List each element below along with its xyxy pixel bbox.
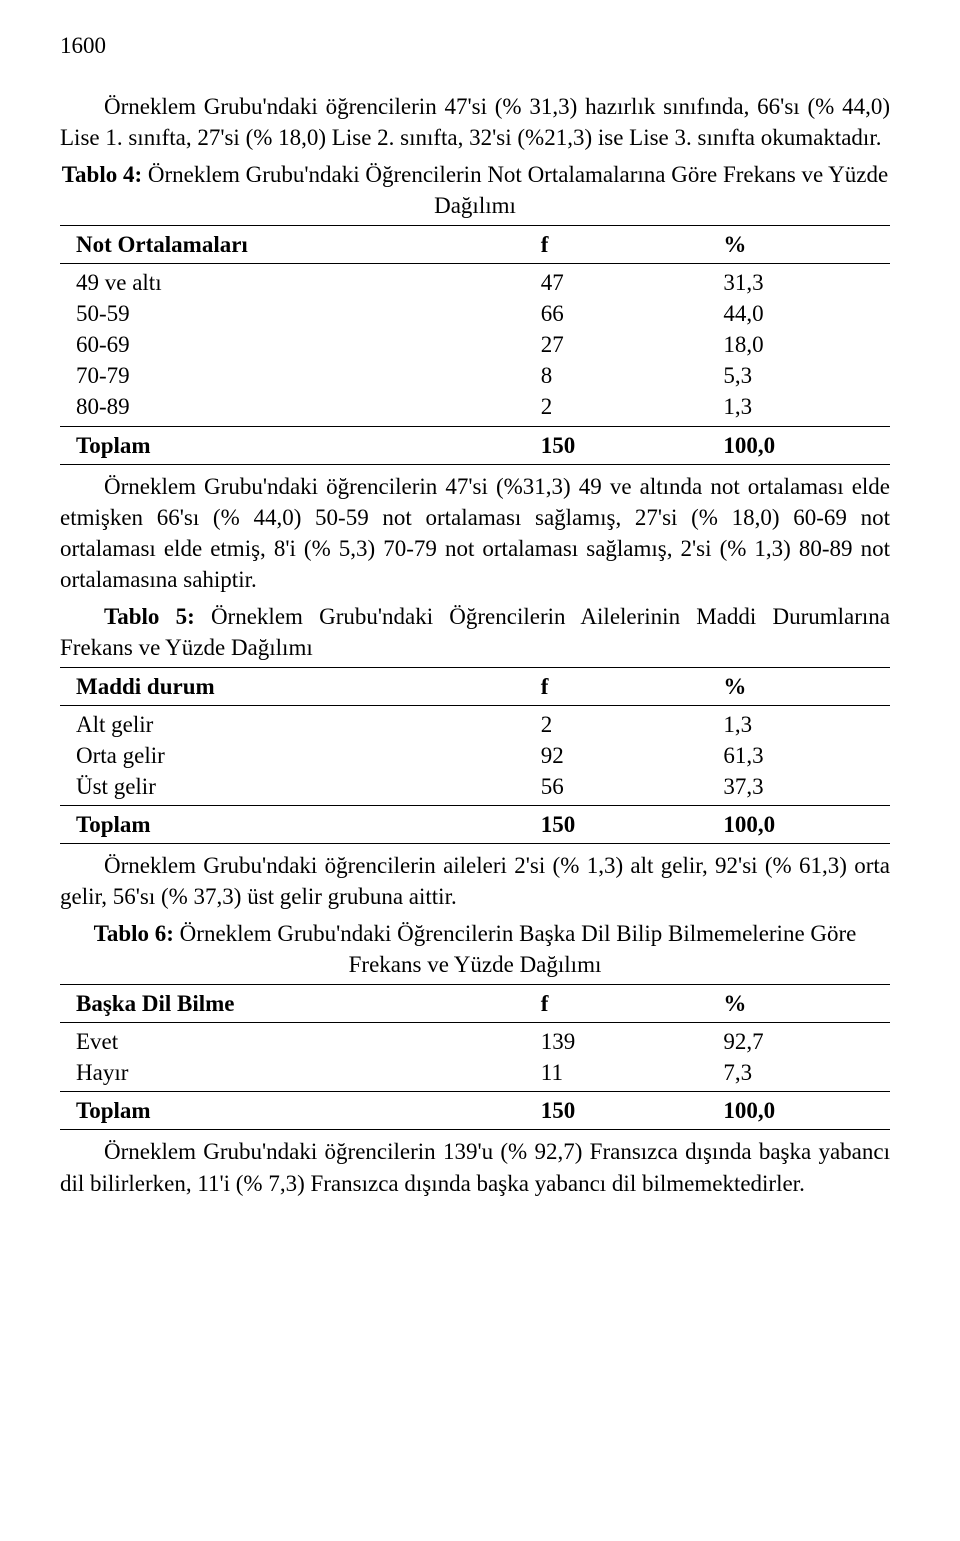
table5-total-pct: 100,0 xyxy=(707,806,890,844)
page-number: 1600 xyxy=(60,30,890,61)
table6-header-pct: % xyxy=(707,985,890,1023)
table6-total-f: 150 xyxy=(525,1092,708,1130)
paragraph-3: Örneklem Grubu'ndaki öğrencilerin ailele… xyxy=(60,850,890,912)
paragraph-1: Örneklem Grubu'ndaki öğrencilerin 47'si … xyxy=(60,91,890,153)
table6-header-f: f xyxy=(525,985,708,1023)
table5-total-f: 150 xyxy=(525,806,708,844)
table-row-f: 8 xyxy=(541,360,708,391)
table-row-pct: 31,3 xyxy=(723,267,890,298)
table6-total-pct: 100,0 xyxy=(707,1092,890,1130)
table4: Not Ortalamaları f % 49 ve altı 50-59 60… xyxy=(60,225,890,464)
table5-header-f: f xyxy=(525,667,708,705)
table4-header-pct: % xyxy=(707,226,890,264)
table5-labels: Alt gelir Orta gelir Üst gelir xyxy=(60,705,525,805)
table-row-f: 47 xyxy=(541,267,708,298)
table-row-f: 56 xyxy=(541,771,708,802)
table5-pct-values: 1,3 61,3 37,3 xyxy=(707,705,890,805)
document-page: 1600 Örneklem Grubu'ndaki öğrencilerin 4… xyxy=(0,0,960,1541)
table-row-f: 2 xyxy=(541,709,708,740)
table-row-f: 139 xyxy=(541,1026,708,1057)
table4-caption-bold: Tablo 4: xyxy=(62,162,142,187)
table-row-label: Evet xyxy=(76,1026,525,1057)
paragraph-4: Örneklem Grubu'ndaki öğrencilerin 139'u … xyxy=(60,1136,890,1198)
table-row-pct: 1,3 xyxy=(723,709,890,740)
table6-f-values: 139 11 xyxy=(525,1023,708,1092)
table4-caption: Tablo 4: Örneklem Grubu'ndaki Öğrenciler… xyxy=(60,159,890,221)
table5-caption: Tablo 5: Örneklem Grubu'ndaki Öğrenciler… xyxy=(60,601,890,663)
table-row-label: 70-79 xyxy=(76,360,525,391)
table5: Maddi durum f % Alt gelir Orta gelir Üst… xyxy=(60,667,890,844)
table-row-f: 66 xyxy=(541,298,708,329)
table-row-pct: 44,0 xyxy=(723,298,890,329)
table-row-pct: 18,0 xyxy=(723,329,890,360)
table5-f-values: 2 92 56 xyxy=(525,705,708,805)
table6-labels: Evet Hayır xyxy=(60,1023,525,1092)
table4-header-f: f xyxy=(525,226,708,264)
table-row-pct: 92,7 xyxy=(723,1026,890,1057)
table-row-pct: 5,3 xyxy=(723,360,890,391)
table4-header-label: Not Ortalamaları xyxy=(60,226,525,264)
table-row-pct: 1,3 xyxy=(723,391,890,422)
table6-pct-values: 92,7 7,3 xyxy=(707,1023,890,1092)
table6-total-label: Toplam xyxy=(60,1092,525,1130)
table4-f-values: 47 66 27 8 2 xyxy=(525,264,708,426)
table6: Başka Dil Bilme f % Evet Hayır 139 11 92… xyxy=(60,984,890,1130)
table4-total-f: 150 xyxy=(525,426,708,464)
table-row-f: 27 xyxy=(541,329,708,360)
table5-caption-bold: Tablo 5: xyxy=(104,604,195,629)
table-row-pct: 61,3 xyxy=(723,740,890,771)
table4-caption-rest: Örneklem Grubu'ndaki Öğrencilerin Not Or… xyxy=(142,162,888,218)
table4-total-label: Toplam xyxy=(60,426,525,464)
table6-header-label: Başka Dil Bilme xyxy=(60,985,525,1023)
table-row-f: 11 xyxy=(541,1057,708,1088)
table-row-label: Hayır xyxy=(76,1057,525,1088)
table-row-label: Alt gelir xyxy=(76,709,525,740)
table-row-label: 50-59 xyxy=(76,298,525,329)
table5-total-label: Toplam xyxy=(60,806,525,844)
table-row-f: 92 xyxy=(541,740,708,771)
table5-header-label: Maddi durum xyxy=(60,667,525,705)
table4-total-pct: 100,0 xyxy=(707,426,890,464)
table4-labels: 49 ve altı 50-59 60-69 70-79 80-89 xyxy=(60,264,525,426)
table6-caption-rest: Örneklem Grubu'ndaki Öğrencilerin Başka … xyxy=(174,921,856,977)
table-row-label: 60-69 xyxy=(76,329,525,360)
table-row-pct: 37,3 xyxy=(723,771,890,802)
table6-caption: Tablo 6: Örneklem Grubu'ndaki Öğrenciler… xyxy=(60,918,890,980)
table4-pct-values: 31,3 44,0 18,0 5,3 1,3 xyxy=(707,264,890,426)
table6-caption-bold: Tablo 6: xyxy=(94,921,174,946)
table5-header-pct: % xyxy=(707,667,890,705)
table-row-label: Üst gelir xyxy=(76,771,525,802)
table-row-pct: 7,3 xyxy=(723,1057,890,1088)
table-row-label: Orta gelir xyxy=(76,740,525,771)
table-row-label: 80-89 xyxy=(76,391,525,422)
table-row-label: 49 ve altı xyxy=(76,267,525,298)
paragraph-2: Örneklem Grubu'ndaki öğrencilerin 47'si … xyxy=(60,471,890,595)
table-row-f: 2 xyxy=(541,391,708,422)
